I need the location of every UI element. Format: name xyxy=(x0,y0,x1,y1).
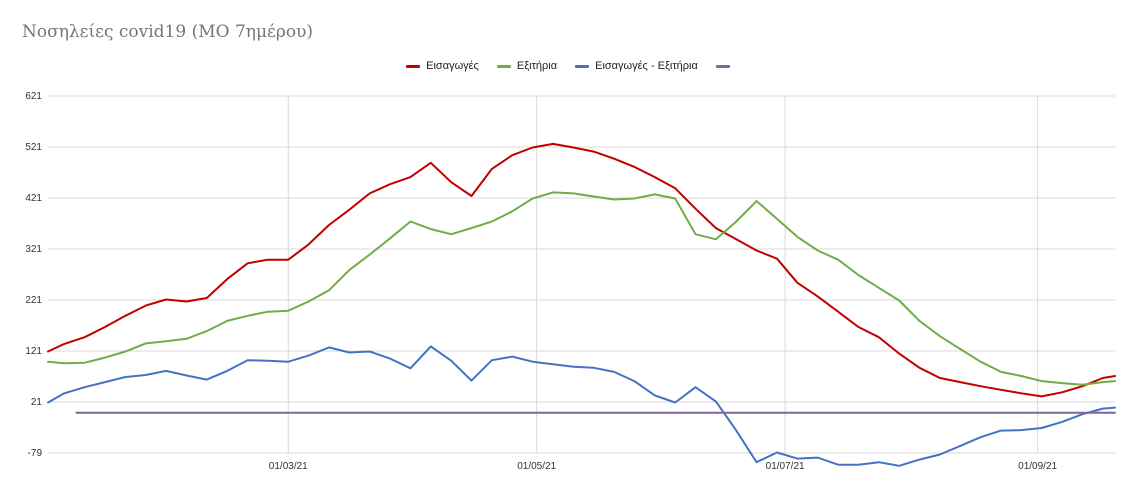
legend-label-net: Εισαγωγές - Εξιτήρια xyxy=(595,60,698,72)
y-tick-label-6: 521 xyxy=(25,142,42,153)
y-tick-label-0: -79 xyxy=(28,448,43,459)
y-tick-label-7: 621 xyxy=(25,91,42,102)
chart-legend: Εισαγωγές Εξιτήρια Εισαγωγές - Εξιτήρια xyxy=(0,60,1142,72)
series-line-admissions xyxy=(47,142,1116,398)
y-tick-label-4: 321 xyxy=(25,244,42,255)
x-tick-label-3: 01/09/21 xyxy=(1018,461,1057,472)
y-tick-label-1: 21 xyxy=(31,397,43,408)
y-tick-label-5: 421 xyxy=(25,193,42,204)
chart-title: Νοσηλείες covid19 (ΜΟ 7ημέρου) xyxy=(22,22,314,42)
x-tick-label-2: 01/07/21 xyxy=(766,461,805,472)
legend-swatch-net xyxy=(575,64,590,68)
legend-item-net: Εισαγωγές - Εξιτήρια xyxy=(575,60,698,72)
y-tick-label-2: 121 xyxy=(25,346,42,357)
legend-item-admissions: Εισαγωγές xyxy=(406,60,479,72)
legend-label-admissions: Εισαγωγές xyxy=(426,60,479,72)
legend-label-discharges: Εξιτήρια xyxy=(516,60,558,72)
series-line-net xyxy=(47,345,1116,467)
legend-item-zero xyxy=(715,60,736,72)
x-tick-label-0: 01/03/21 xyxy=(269,461,308,472)
legend-swatch-admissions xyxy=(406,64,421,68)
legend-item-discharges: Εξιτήρια xyxy=(496,60,558,72)
y-tick-label-3: 221 xyxy=(25,295,42,306)
x-tick-label-1: 01/05/21 xyxy=(517,461,556,472)
legend-swatch-zero xyxy=(715,64,730,68)
legend-swatch-discharges xyxy=(496,64,511,68)
series-line-discharges xyxy=(47,191,1116,386)
